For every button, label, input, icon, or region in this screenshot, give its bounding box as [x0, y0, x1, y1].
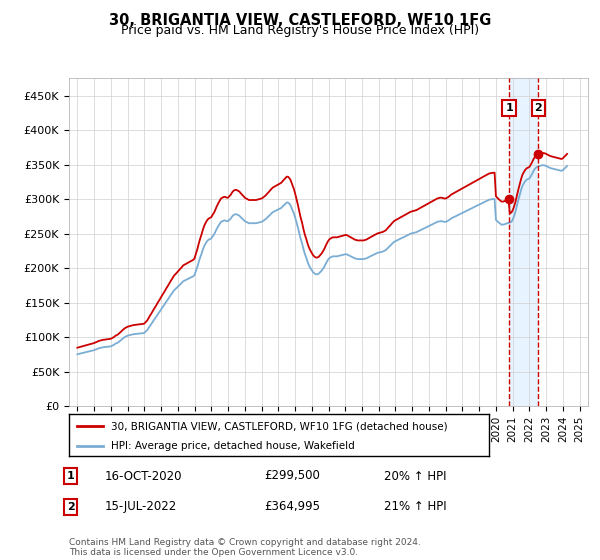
Text: 2: 2 [535, 103, 542, 113]
Text: 20% ↑ HPI: 20% ↑ HPI [384, 469, 446, 483]
Text: 30, BRIGANTIA VIEW, CASTLEFORD, WF10 1FG: 30, BRIGANTIA VIEW, CASTLEFORD, WF10 1FG [109, 13, 491, 29]
Text: 1: 1 [505, 103, 513, 113]
Text: 16-OCT-2020: 16-OCT-2020 [105, 469, 182, 483]
Text: 15-JUL-2022: 15-JUL-2022 [105, 500, 177, 514]
Bar [509, 78, 538, 406]
Text: HPI: Average price, detached house, Wakefield: HPI: Average price, detached house, Wake… [111, 441, 355, 451]
Text: 21% ↑ HPI: 21% ↑ HPI [384, 500, 446, 514]
Text: 30, BRIGANTIA VIEW, CASTLEFORD, WF10 1FG (detached house): 30, BRIGANTIA VIEW, CASTLEFORD, WF10 1FG… [111, 421, 448, 431]
Text: Price paid vs. HM Land Registry's House Price Index (HPI): Price paid vs. HM Land Registry's House … [121, 24, 479, 37]
Text: £299,500: £299,500 [264, 469, 320, 483]
Text: £364,995: £364,995 [264, 500, 320, 514]
Text: 1: 1 [67, 471, 74, 481]
Text: Contains HM Land Registry data © Crown copyright and database right 2024.
This d: Contains HM Land Registry data © Crown c… [69, 538, 421, 557]
Text: 2: 2 [67, 502, 74, 512]
